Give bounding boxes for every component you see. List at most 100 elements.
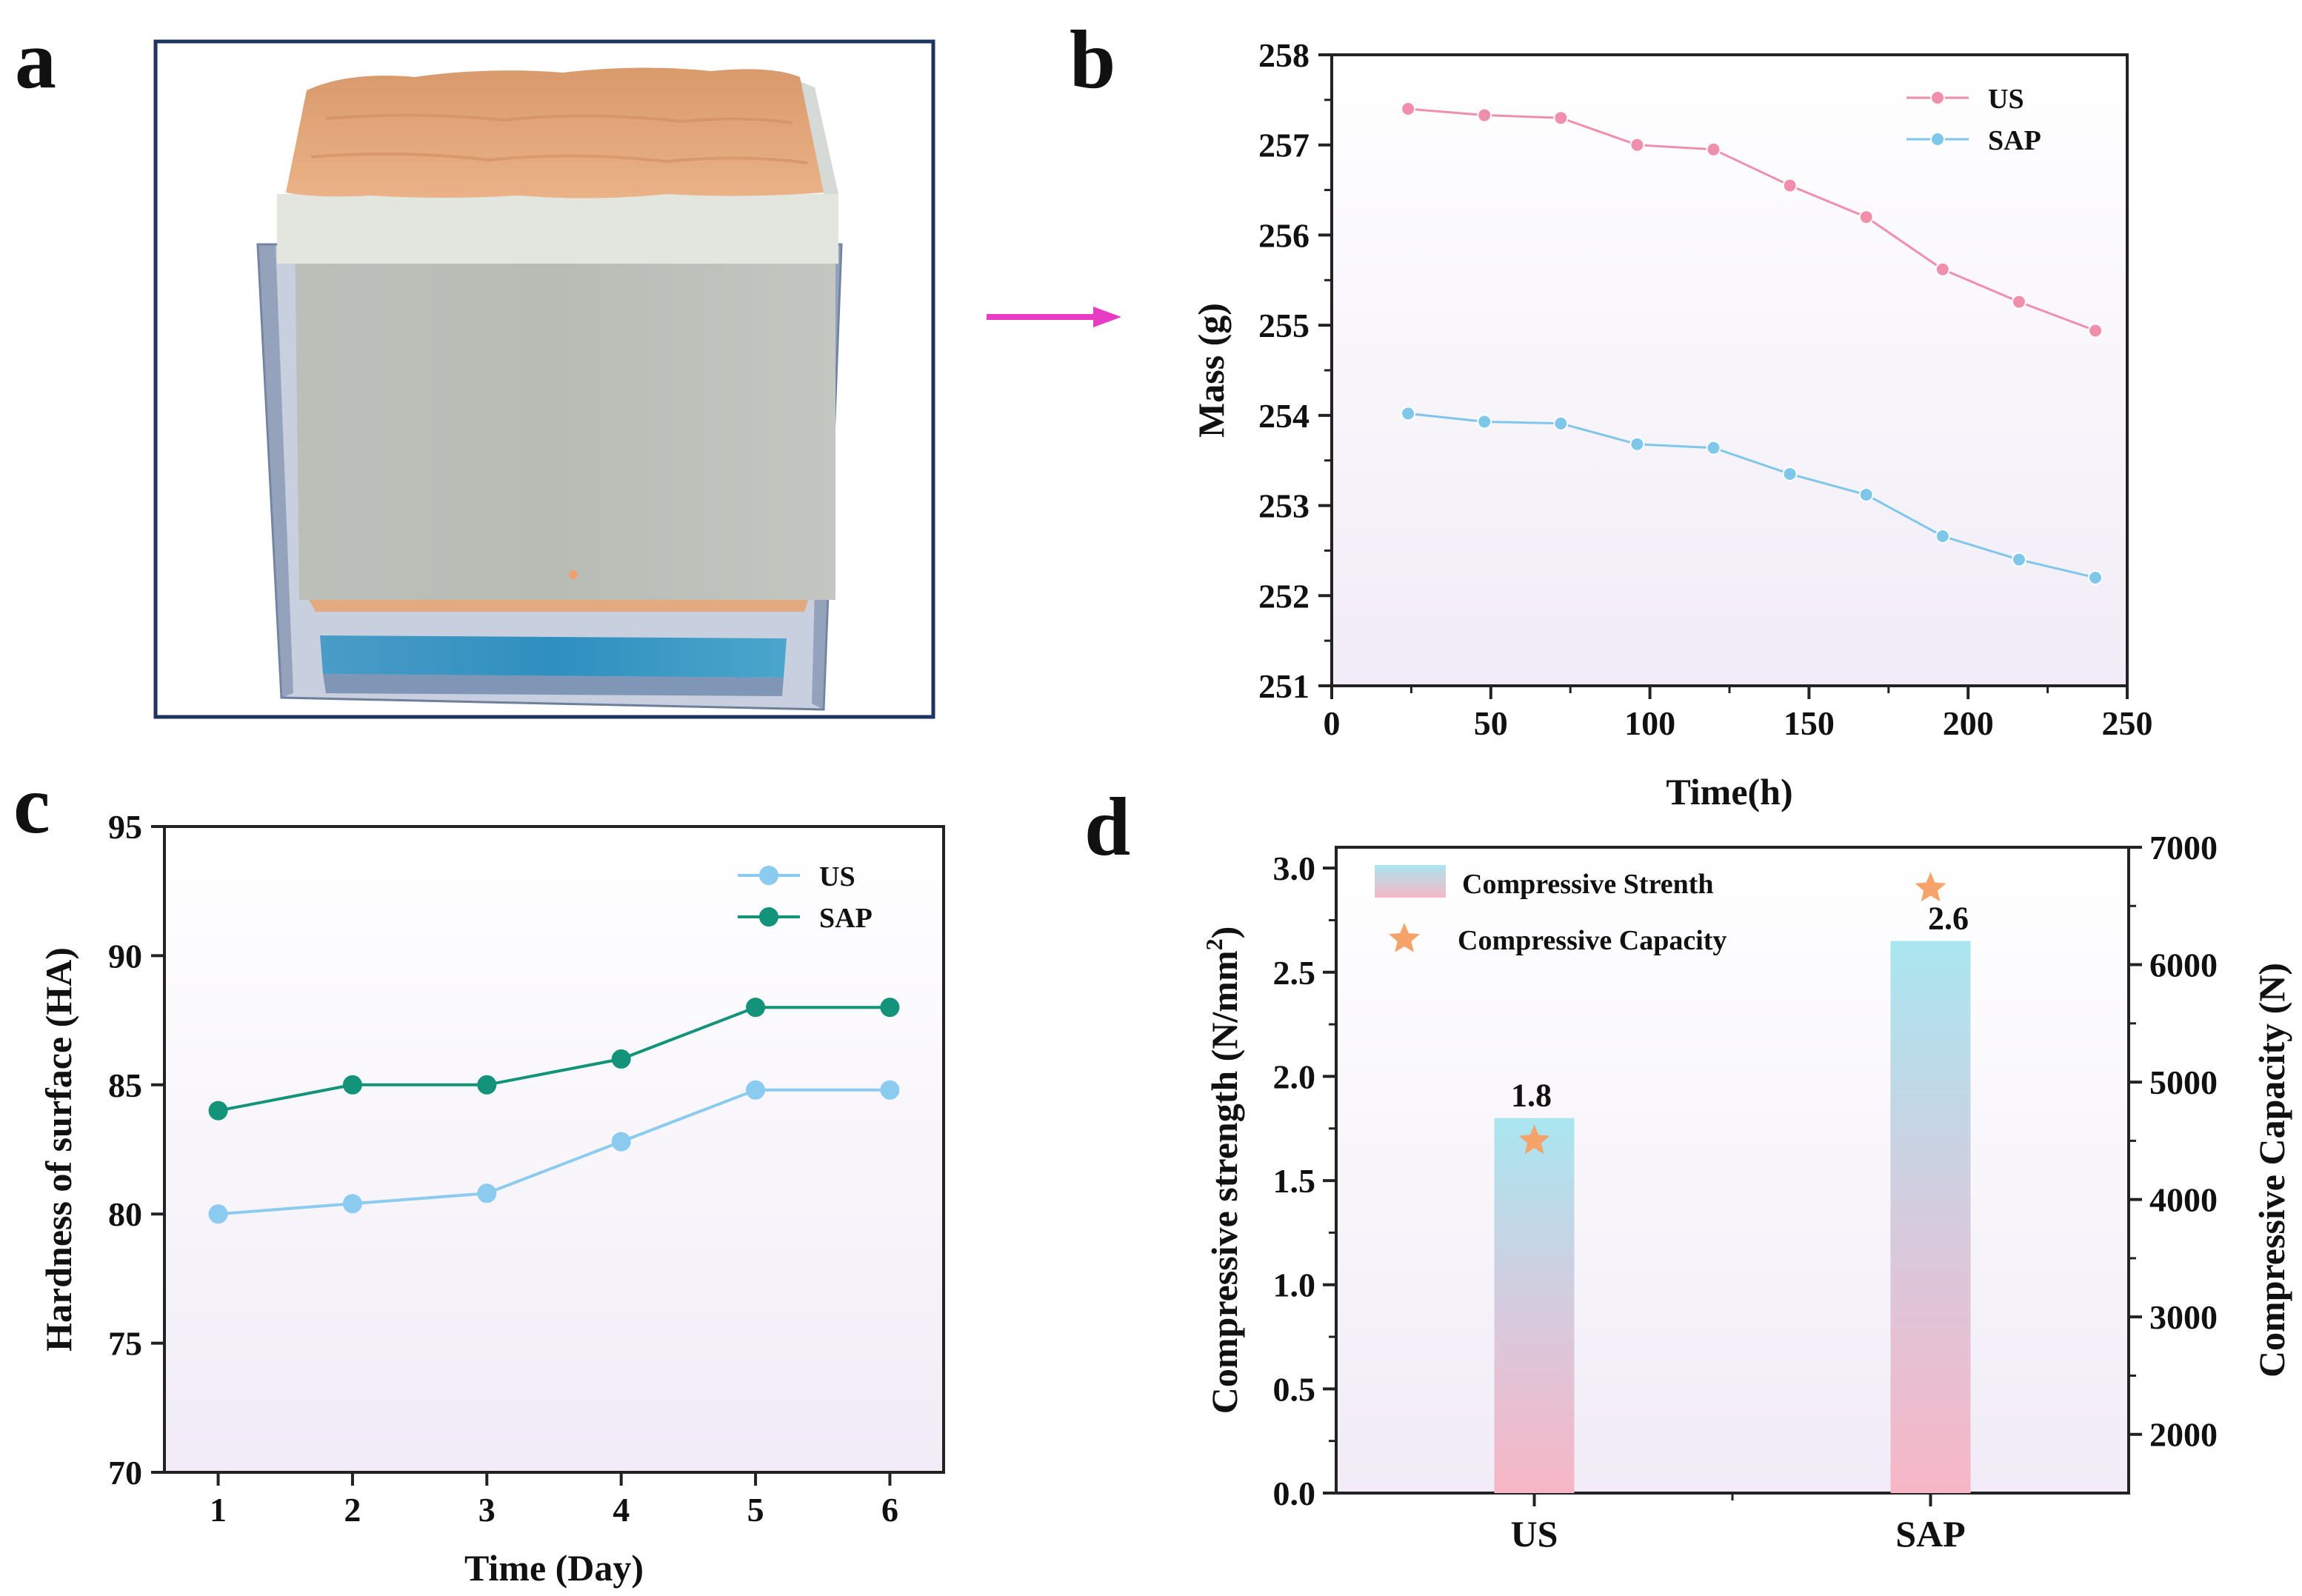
chart-c-hardness-vs-time: 1 2 3 4 5 6 70 75 80 85 90 95 US SAP Time (Day) Hard… [38,808,945,1589]
panel-letter-d: d [1084,781,1130,873]
c-series-us-point [746,1080,766,1100]
sand-texture-1 [325,113,793,124]
concrete-block-top-band [277,194,838,264]
chart-b-x-axis-label: Time(h) [1666,771,1792,812]
d-y2-tick-label: 4000 [2149,1181,2218,1219]
b-series-sap-point [1629,436,1645,452]
d-legend-star-label: Compressive Capacity [1458,925,1726,956]
d-x-tick-label: US [1511,1513,1558,1555]
b-y-tick-label: 255 [1258,307,1310,344]
small-marker [569,570,578,579]
d-y-tick-label: 2.5 [1273,954,1316,992]
d-y-tick-label: 1.0 [1273,1266,1316,1304]
b-y-tick-label: 252 [1258,577,1310,615]
d-y-tick-label: 2.0 [1273,1058,1316,1095]
b-y-tick-label: 254 [1258,397,1310,435]
c-series-us-point [477,1183,497,1203]
c-series-sap-point [208,1101,228,1121]
b-x-tick-label: 50 [1474,704,1508,742]
chart-c-plot-area [163,825,945,1474]
d-legend-star-swatch [1389,923,1420,952]
b-y-tick-label: 256 [1258,216,1310,254]
d-y-tick-label: 3.0 [1273,849,1316,887]
chart-c-axes: 1 2 3 4 5 6 70 75 80 85 90 95 [108,808,898,1529]
b-y-tick-label: 253 [1258,487,1310,525]
chart-d-compressive: 0.0 0.5 1.0 1.5 2.0 2.5 3.0 2000 3000 4000 5000 600… [1201,829,2292,1555]
b-y-tick-label: 257 [1258,127,1310,164]
b-series-sap-point [1477,414,1492,430]
panel-letter-c: c [13,759,50,851]
c-legend-sap-marker [759,907,778,926]
chart-d-axes: 0.0 0.5 1.0 1.5 2.0 2.5 3.0 2000 3000 4000 5000 600… [1273,829,2218,1555]
d-y-tick-label: 0.0 [1273,1475,1316,1512]
water-layer [320,635,787,678]
b-x-tick-label: 100 [1624,704,1675,742]
chart-c-x-axis-label: Time (Day) [464,1547,644,1589]
concrete-block-side [800,81,838,194]
b-series-us-point [1477,107,1492,123]
b-x-tick-label: 0 [1324,704,1341,742]
d-y2-tick-label: 5000 [2149,1064,2218,1101]
b-series-sap-point [1401,406,1416,421]
panel-letter-a: a [15,14,56,106]
chart-d-series: 1.8 2.6 [1494,872,1971,1493]
c-y-tick-label: 80 [108,1195,142,1233]
b-legend-sap-label: SAP [1988,125,2041,156]
chart-d-plot-area [1335,846,2130,1495]
b-series-sap-point [2011,552,2026,567]
chart-c-series [208,998,900,1224]
sand-texture-2 [310,152,808,164]
c-y-tick-label: 95 [108,808,142,846]
chart-d-legend: Compressive Strenth Compressive Capacity [1375,865,1726,956]
b-series-sap-line [1407,412,2096,579]
b-y-tick-label: 258 [1258,36,1310,74]
b-series-us-point [2088,323,2104,338]
d-legend-bar-swatch [1375,865,1446,898]
d-bar-us [1494,1118,1575,1493]
d-y-tick-label: 0.5 [1273,1370,1316,1408]
c-series-sap-point [880,998,900,1018]
arrow-a-to-b [987,307,1121,327]
chart-b-mass-vs-time: 0 50 100 150 200 250251252253254255256257258 … [1190,36,2153,812]
chart-b-y-axis-label: Mass (g) [1190,303,1232,438]
chart-b-plot-area [1330,53,2129,687]
d-legend-bar-label: Compressive Strenth [1462,869,1714,900]
b-x-tick-label: 200 [1943,704,1994,742]
b-series-sap-point [1858,487,1874,502]
chart-c-y-axis-label: Hardness of surface (HA) [38,947,79,1352]
c-y-tick-label: 75 [108,1325,142,1363]
d-bar-label-us: 1.8 [1511,1078,1552,1114]
d-bar-sap [1890,941,1971,1493]
c-x-tick-label: 5 [747,1491,764,1529]
b-series-sap-point [1782,466,1798,481]
b-series-us-point [1401,101,1416,117]
c-series-us-point [880,1080,900,1100]
b-series-sap-point [2088,570,2104,585]
chart-d-y-axis-label: Compressive strength (N/mm2) [1201,926,1245,1415]
c-series-us-point [208,1204,228,1224]
d-bar-label-sap: 2.6 [1928,901,1969,937]
b-series-us-point [1553,110,1569,126]
b-series-us-point [1706,141,1721,157]
chart-d-right-y-axis-label: Compressive Capacity (N) [2251,963,2292,1378]
c-series-sap-point [611,1049,631,1069]
c-y-tick-label: 85 [108,1066,142,1104]
c-y-tick-label: 70 [108,1454,142,1492]
b-legend-us-label: US [1988,84,2024,115]
b-legend-us-marker [1930,90,1945,105]
panel-letter-b: b [1070,14,1115,106]
d-y2-tick-label: 2000 [2149,1416,2218,1454]
c-series-sap-point [746,998,766,1018]
d-star-us [1518,1124,1550,1155]
b-series-us-point [2011,294,2026,310]
c-y-tick-label: 90 [108,937,142,975]
c-legend-sap-label: SAP [819,903,873,934]
water-layer-shadow [323,674,784,696]
d-x-tick-label: SAP [1895,1513,1965,1555]
b-x-tick-label: 150 [1784,704,1835,742]
d-y2-tick-label: 7000 [2149,829,2218,867]
d-y2-tick-label: 6000 [2149,946,2218,984]
c-series-us-line [218,1088,890,1216]
c-x-tick-label: 4 [613,1491,630,1529]
b-series-sap-point [1553,415,1569,431]
